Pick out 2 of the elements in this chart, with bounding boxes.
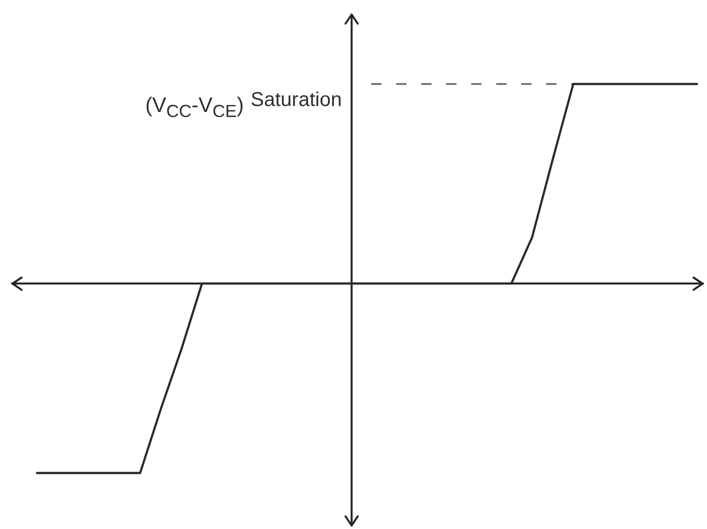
annotation: (V$_{CC}$-V$_{CE}$)	[145, 94, 244, 124]
ref-line-label: Saturation	[250, 88, 342, 112]
